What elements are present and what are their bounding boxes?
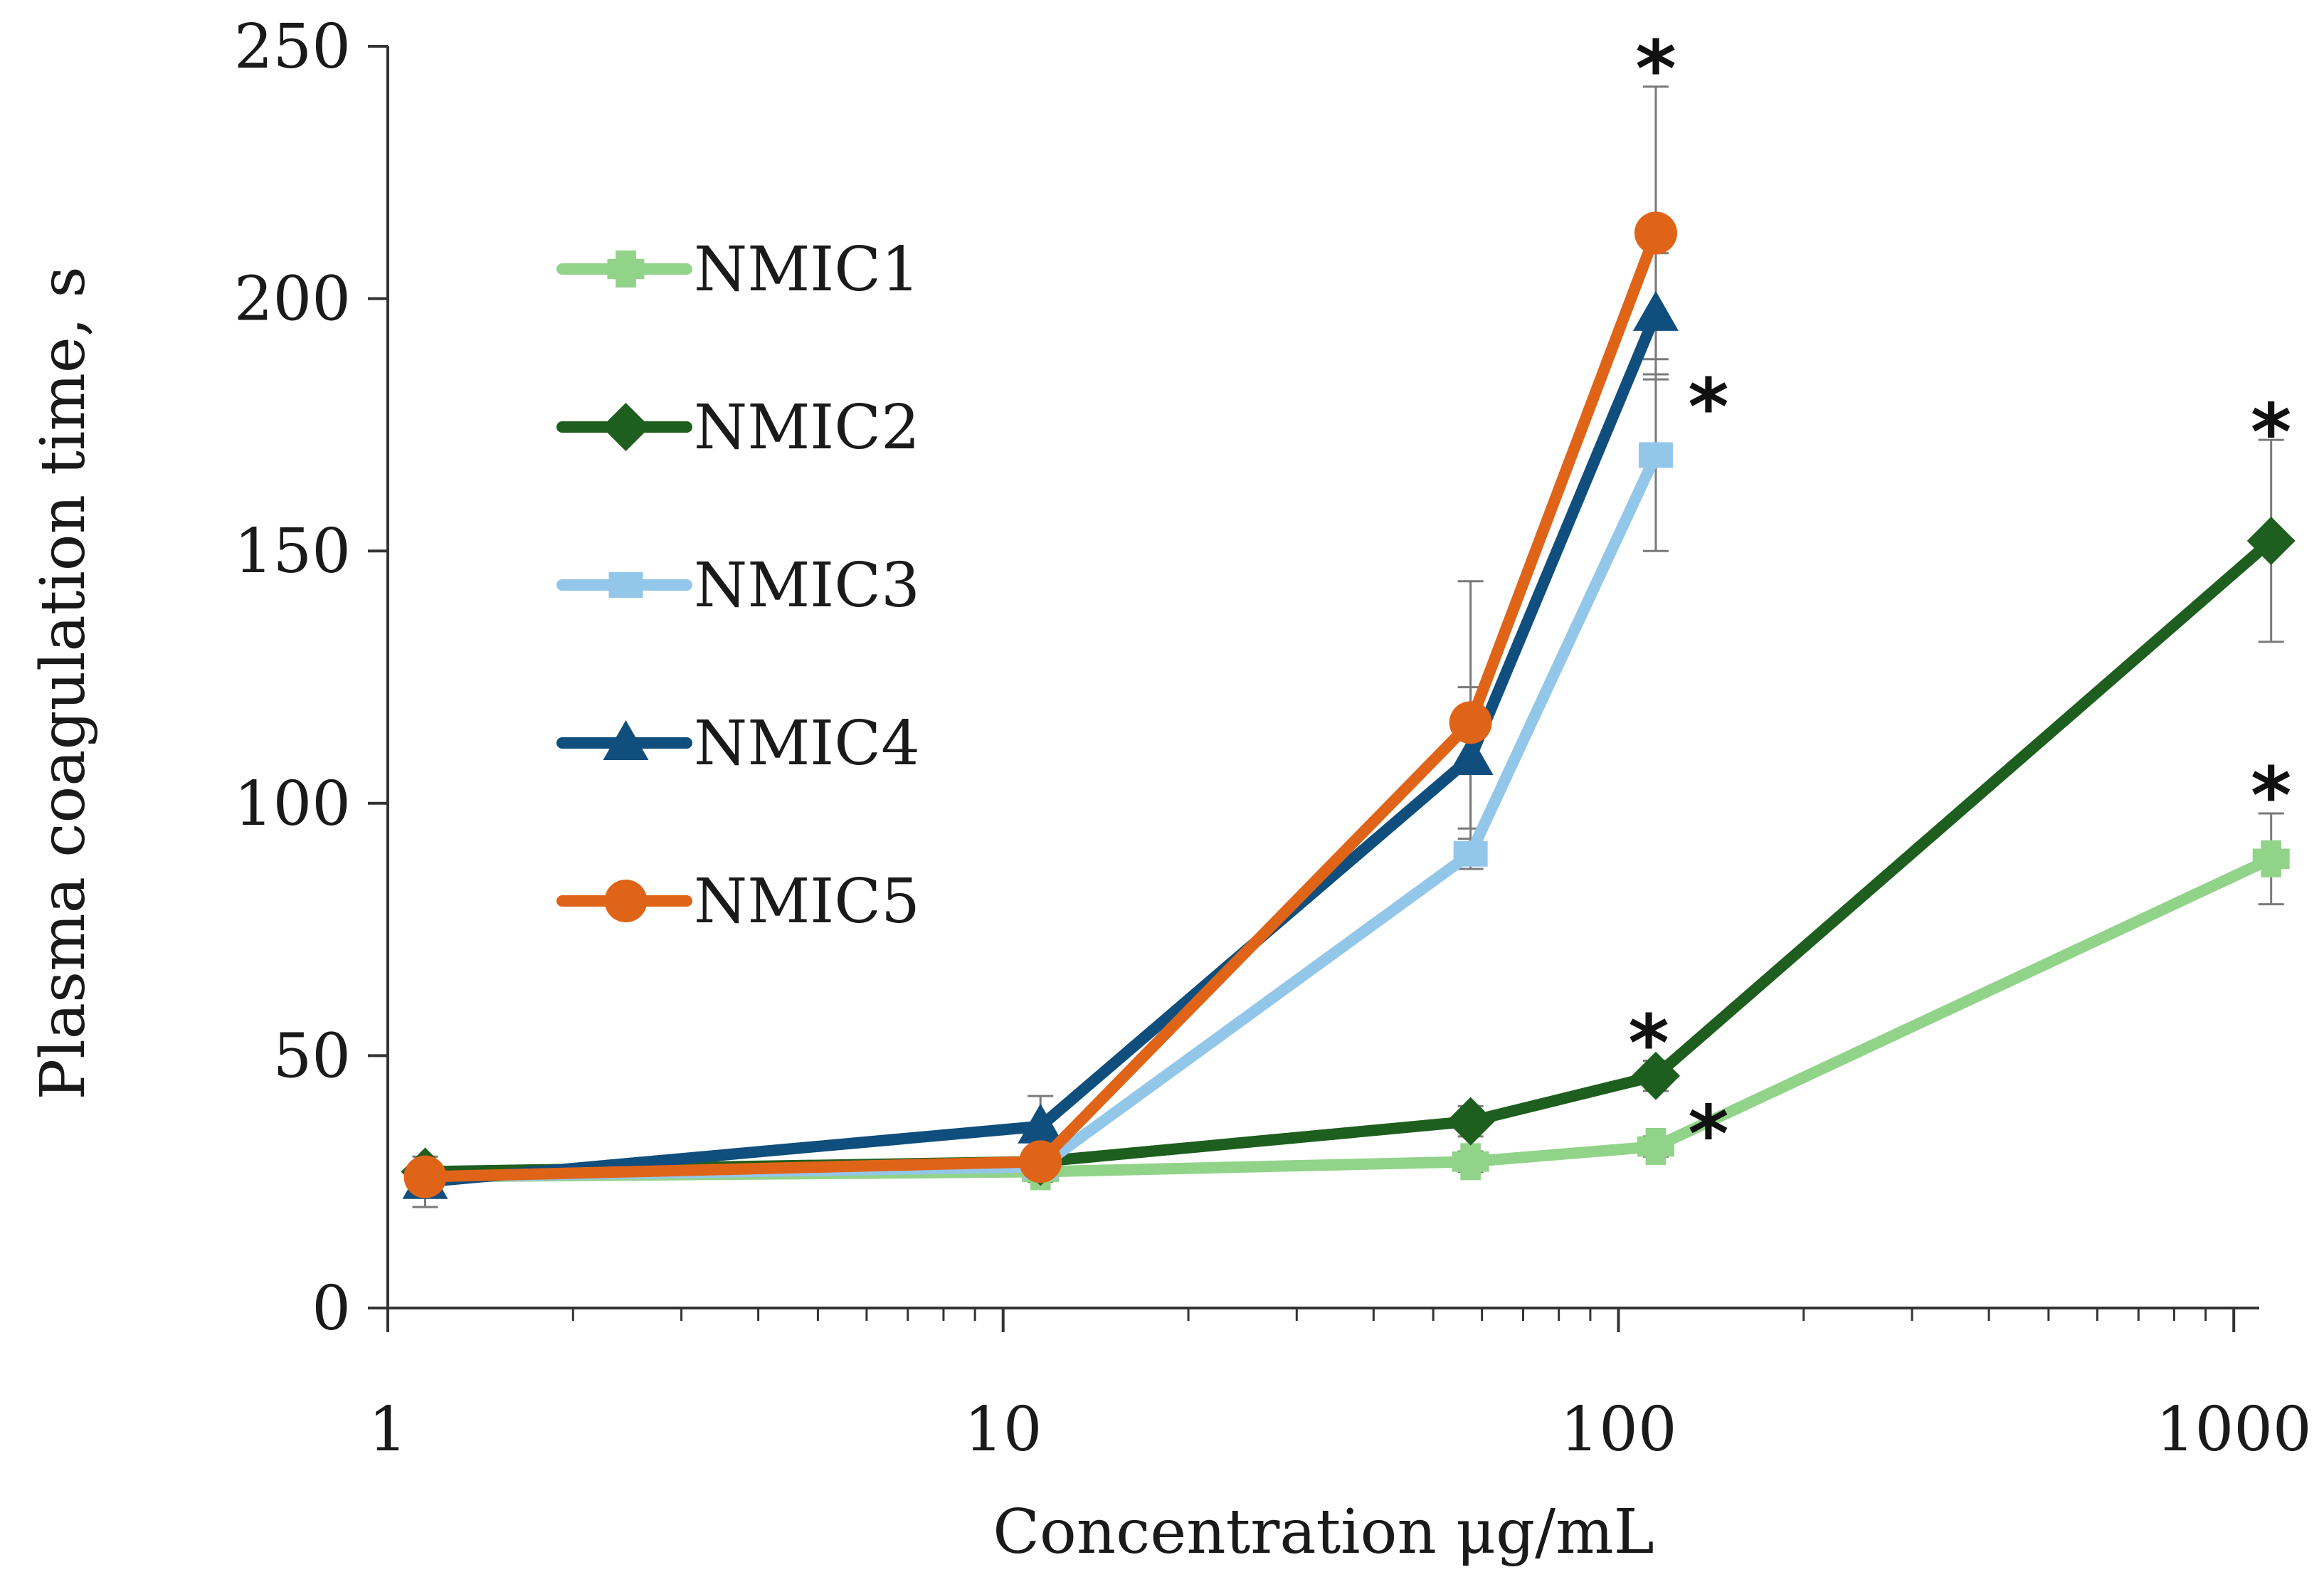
x-tick-label: 100 (1560, 1394, 1676, 1465)
significance-asterisk: * (1688, 362, 1729, 453)
annotations-layer: ** **** (1628, 23, 2291, 1179)
data-point-nmic4 (1018, 1103, 1064, 1144)
significance-asterisk: * (1628, 998, 1669, 1089)
data-point-nmic1 (1452, 1143, 1489, 1181)
legend: NMIC1 NMIC2 NMIC3 NMIC4 NMIC5 (556, 234, 920, 937)
data-point-nmic3 (1638, 442, 1673, 468)
y-tick-label: 150 (234, 516, 351, 587)
legend-label-nmic3: NMIC3 (694, 550, 920, 621)
legend-label-nmic2: NMIC2 (694, 392, 920, 463)
x-tick-label: 1 (369, 1394, 408, 1465)
significance-asterisk: * (1688, 1088, 1729, 1179)
series-line-nmic5 (419, 227, 1662, 1183)
data-point-nmic2 (1446, 1097, 1495, 1146)
x-tick-label: 10 (964, 1394, 1042, 1465)
legend-label-nmic1: NMIC1 (694, 234, 920, 305)
legend-label-nmic5: NMIC5 (694, 866, 920, 937)
data-point-nmic1 (2252, 840, 2290, 877)
data-point-nmic5 (1019, 1140, 1062, 1183)
x-axis-title: Concentration μg/mL (993, 1497, 1654, 1568)
data-point-nmic2 (2246, 517, 2296, 566)
data-point-nmic1 (1637, 1128, 1674, 1166)
data-point-nmic5 (403, 1155, 447, 1198)
data-point-nmic4 (1632, 290, 1679, 331)
legend-label-nmic4: NMIC4 (694, 708, 920, 779)
legend-marker-nmic3 (608, 572, 643, 598)
data-point-nmic5 (1449, 701, 1492, 744)
y-tick-label: 250 (234, 11, 351, 83)
data-point-nmic2 (1631, 1051, 1680, 1100)
data-point-nmic3 (1453, 840, 1488, 867)
y-tick-label: 200 (234, 264, 351, 335)
legend-marker-nmic5 (604, 880, 648, 922)
legend-marker-nmic2 (601, 403, 650, 451)
legend-marker-nmic1 (607, 251, 645, 288)
data-point-nmic4 (1447, 734, 1494, 775)
series-layer (401, 211, 2296, 1199)
significance-asterisk: * (2251, 387, 2292, 478)
y-axis-title: Plasma coagulation time, s (28, 266, 99, 1100)
significance-asterisk: * (2251, 750, 2292, 841)
significance-asterisk: * (1635, 23, 1676, 115)
y-tick-label: 100 (234, 769, 351, 840)
y-tick-label: 0 (312, 1273, 351, 1344)
x-tick-label: 1000 (2156, 1394, 2312, 1465)
data-point-nmic5 (1634, 211, 1677, 255)
y-tick-label: 50 (273, 1021, 351, 1092)
axes-layer: 0 50 100 150 200 250 1 10 100 1000 (234, 11, 2312, 1465)
legend-marker-nmic4 (603, 720, 649, 760)
